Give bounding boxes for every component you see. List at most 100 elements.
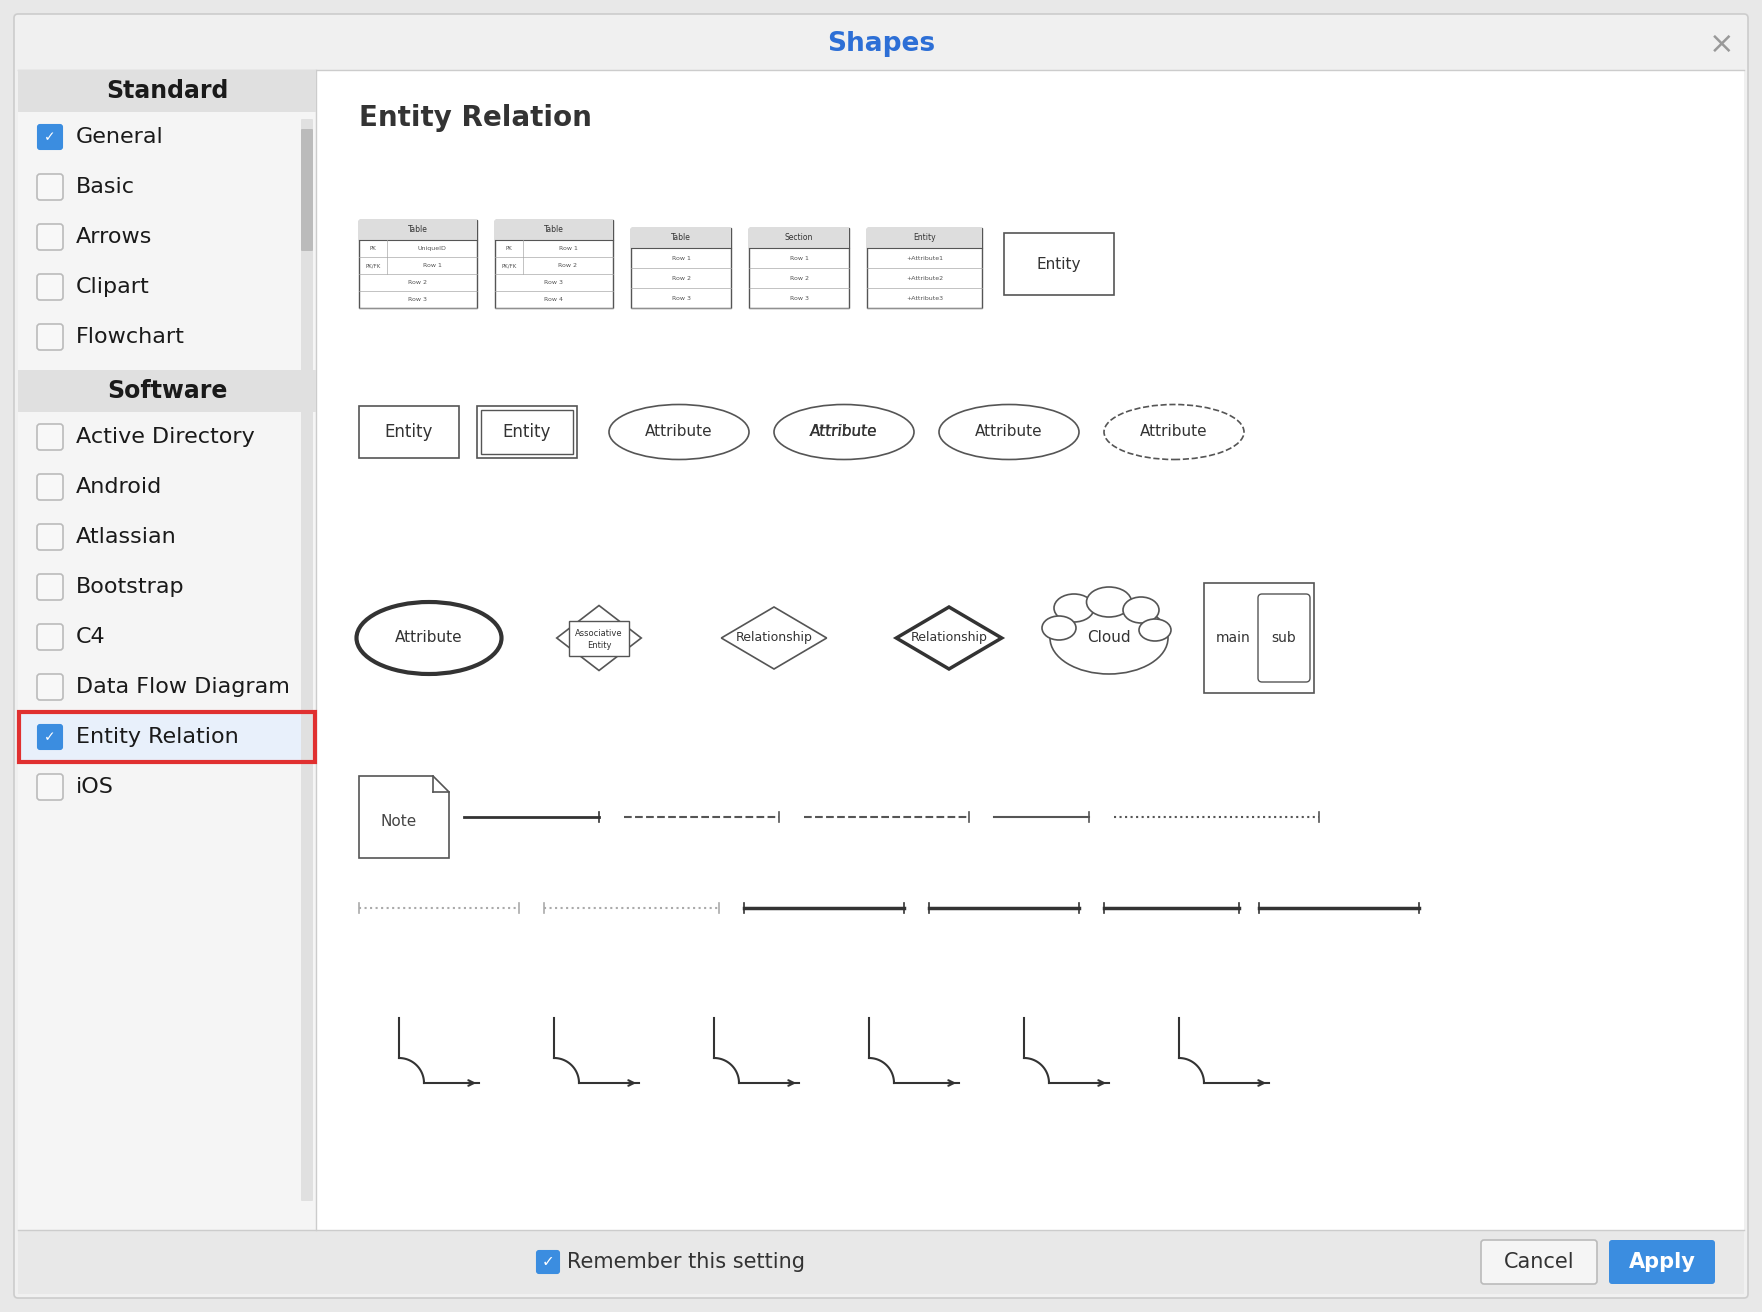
FancyBboxPatch shape bbox=[1609, 1240, 1714, 1284]
FancyBboxPatch shape bbox=[317, 70, 1744, 1231]
Bar bbox=[749, 228, 849, 248]
Text: PK/FK: PK/FK bbox=[365, 262, 381, 268]
Bar bbox=[478, 405, 576, 458]
Bar bbox=[1004, 234, 1114, 295]
Text: Entity: Entity bbox=[913, 234, 936, 243]
Text: ✓: ✓ bbox=[44, 130, 56, 144]
Text: Row 1: Row 1 bbox=[789, 256, 809, 261]
FancyBboxPatch shape bbox=[37, 774, 63, 800]
Ellipse shape bbox=[774, 404, 914, 459]
Bar bbox=[867, 228, 981, 248]
Bar bbox=[495, 220, 613, 240]
Text: Entity: Entity bbox=[502, 422, 552, 441]
Text: Android: Android bbox=[76, 478, 162, 497]
Text: Row 2: Row 2 bbox=[789, 276, 809, 281]
FancyBboxPatch shape bbox=[18, 1231, 1744, 1294]
Text: Associative: Associative bbox=[574, 628, 622, 638]
Text: iOS: iOS bbox=[76, 777, 115, 796]
Text: Relationship: Relationship bbox=[911, 631, 987, 644]
Bar bbox=[569, 621, 629, 656]
Text: Standard: Standard bbox=[106, 79, 229, 104]
Polygon shape bbox=[897, 607, 1003, 669]
FancyBboxPatch shape bbox=[301, 119, 314, 1200]
FancyBboxPatch shape bbox=[37, 174, 63, 199]
FancyBboxPatch shape bbox=[37, 424, 63, 450]
Text: Data Flow Diagram: Data Flow Diagram bbox=[76, 677, 291, 697]
Text: General: General bbox=[76, 127, 164, 147]
Text: Apply: Apply bbox=[1628, 1252, 1695, 1273]
Text: Row 1: Row 1 bbox=[423, 262, 442, 268]
Bar bbox=[631, 228, 731, 308]
FancyBboxPatch shape bbox=[1258, 594, 1309, 682]
Ellipse shape bbox=[939, 404, 1078, 459]
FancyBboxPatch shape bbox=[16, 16, 1746, 72]
Text: Entity: Entity bbox=[1036, 257, 1082, 272]
Text: PK: PK bbox=[370, 247, 377, 251]
FancyBboxPatch shape bbox=[37, 575, 63, 600]
Text: Basic: Basic bbox=[76, 177, 136, 197]
FancyBboxPatch shape bbox=[1482, 1240, 1596, 1284]
Bar bbox=[631, 228, 731, 248]
Text: +Attribute1: +Attribute1 bbox=[906, 256, 943, 261]
Ellipse shape bbox=[610, 404, 749, 459]
Text: Row 4: Row 4 bbox=[544, 297, 564, 302]
Text: Row 3: Row 3 bbox=[671, 295, 691, 300]
Text: main: main bbox=[1216, 631, 1251, 646]
FancyBboxPatch shape bbox=[301, 129, 314, 251]
Text: Note: Note bbox=[381, 815, 418, 829]
Text: Table: Table bbox=[671, 234, 691, 243]
Text: Attribute: Attribute bbox=[811, 425, 877, 440]
Text: Row 2: Row 2 bbox=[409, 279, 428, 285]
Text: Row 3: Row 3 bbox=[544, 279, 564, 285]
Ellipse shape bbox=[1087, 586, 1131, 617]
FancyBboxPatch shape bbox=[537, 1252, 559, 1273]
FancyBboxPatch shape bbox=[37, 274, 63, 300]
Text: Remember this setting: Remember this setting bbox=[567, 1252, 805, 1273]
Text: Row 1: Row 1 bbox=[559, 247, 578, 251]
Bar bbox=[359, 220, 478, 308]
Text: Shapes: Shapes bbox=[826, 31, 936, 56]
Text: Attribute: Attribute bbox=[1140, 425, 1207, 440]
FancyBboxPatch shape bbox=[39, 726, 62, 749]
Text: Table: Table bbox=[544, 226, 564, 235]
Text: Entity Relation: Entity Relation bbox=[359, 104, 592, 133]
Text: Software: Software bbox=[107, 379, 227, 403]
Text: ✓: ✓ bbox=[44, 729, 56, 744]
Polygon shape bbox=[721, 607, 826, 669]
Text: Section: Section bbox=[784, 234, 814, 243]
Text: Cloud: Cloud bbox=[1087, 631, 1131, 646]
FancyBboxPatch shape bbox=[14, 14, 1748, 1298]
Bar bbox=[867, 228, 981, 308]
Text: C4: C4 bbox=[76, 627, 106, 647]
FancyBboxPatch shape bbox=[18, 370, 315, 412]
FancyBboxPatch shape bbox=[37, 625, 63, 649]
Text: ✓: ✓ bbox=[541, 1254, 555, 1270]
Ellipse shape bbox=[356, 602, 502, 674]
Bar bbox=[1203, 583, 1314, 693]
Text: +Attribute2: +Attribute2 bbox=[906, 276, 943, 281]
Bar bbox=[749, 228, 849, 308]
Bar bbox=[481, 409, 573, 454]
Text: Row 3: Row 3 bbox=[409, 297, 428, 302]
Text: UniqueID: UniqueID bbox=[418, 247, 446, 251]
Text: Row 2: Row 2 bbox=[671, 276, 691, 281]
FancyBboxPatch shape bbox=[18, 70, 315, 1231]
Text: Attribute: Attribute bbox=[811, 425, 877, 440]
Text: Flowchart: Flowchart bbox=[76, 327, 185, 346]
Ellipse shape bbox=[1041, 617, 1077, 640]
Text: Cancel: Cancel bbox=[1503, 1252, 1573, 1273]
Text: +Attribute3: +Attribute3 bbox=[906, 295, 943, 300]
Text: Clipart: Clipart bbox=[76, 277, 150, 297]
Bar bbox=[359, 220, 478, 240]
Ellipse shape bbox=[1054, 594, 1094, 622]
Text: Entity: Entity bbox=[384, 422, 433, 441]
Text: PK: PK bbox=[506, 247, 513, 251]
Ellipse shape bbox=[1122, 597, 1159, 623]
Text: Relationship: Relationship bbox=[735, 631, 812, 644]
FancyBboxPatch shape bbox=[37, 674, 63, 701]
FancyBboxPatch shape bbox=[37, 474, 63, 500]
Text: Active Directory: Active Directory bbox=[76, 426, 255, 447]
Text: Row 1: Row 1 bbox=[671, 256, 691, 261]
FancyBboxPatch shape bbox=[37, 324, 63, 350]
Text: PK/FK: PK/FK bbox=[502, 262, 516, 268]
